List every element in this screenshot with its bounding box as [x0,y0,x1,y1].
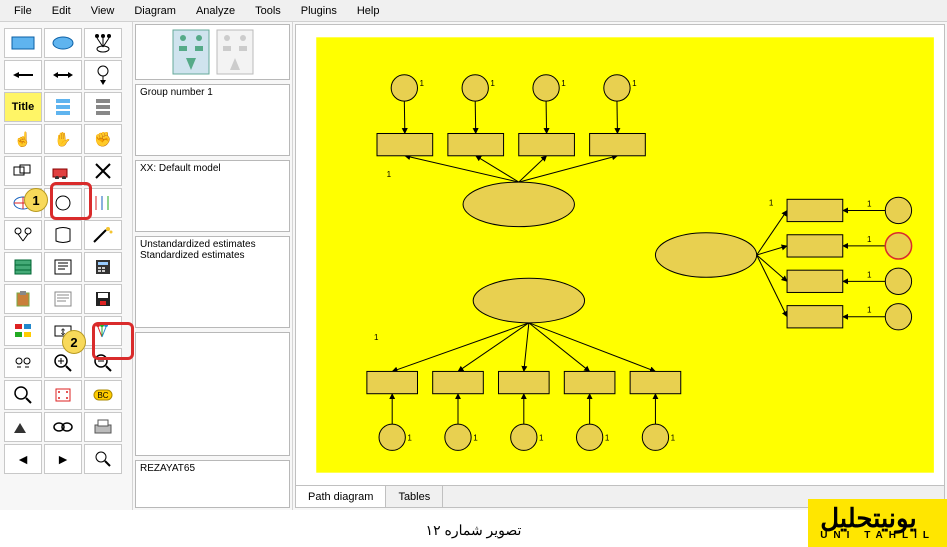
annotation-ring-2 [92,322,134,360]
tool-redo[interactable]: ► [44,444,82,474]
svg-text:1: 1 [539,433,544,442]
tool-select[interactable]: ☝ [4,124,42,154]
annotation-callout-1: 1 [24,188,48,212]
path-diagram: 1 1 1 1 1 1 1 1 1 1 1 1 1 1 1 1 [296,25,944,485]
menu-edit[interactable]: Edit [42,2,81,20]
tool-latent-indicators[interactable] [84,28,122,58]
svg-text:1: 1 [605,433,610,442]
svg-text:1: 1 [769,198,774,207]
tool-move-param[interactable] [4,220,42,250]
model-item[interactable]: XX: Default model [140,163,285,174]
tool-list-dataset[interactable] [84,92,122,122]
tool-touch-up[interactable] [84,220,122,250]
tool-scroll[interactable] [44,220,82,250]
tool-text-output[interactable] [44,284,82,314]
tool-object-props[interactable] [4,316,42,346]
svg-text:1: 1 [387,170,392,179]
estimates-panel[interactable]: Unstandardized estimates Standardized es… [135,236,290,328]
svg-text:1: 1 [374,333,379,342]
empty-panel [135,332,290,456]
svg-text:1: 1 [867,235,872,244]
tool-erase[interactable] [84,156,122,186]
svg-text:1: 1 [632,79,637,88]
dataset-item[interactable]: REZAYAT65 [140,463,285,474]
svg-text:1: 1 [490,79,495,88]
menu-analyze[interactable]: Analyze [186,2,245,20]
watermark: یونیتحلیل UNI TAHLIL [808,499,947,547]
tool-duplicate[interactable] [4,156,42,186]
groups-panel[interactable]: Group number 1 [135,84,290,156]
estimate-std[interactable]: Standardized estimates [140,250,285,261]
side-panels: Group number 1 XX: Default model Unstand… [133,22,293,510]
tool-multigroup[interactable] [4,348,42,378]
menu-help[interactable]: Help [347,2,390,20]
tool-path-double[interactable] [44,60,82,90]
tool-deselect[interactable]: ✊ [84,124,122,154]
menu-file[interactable]: File [4,2,42,20]
menu-tools[interactable]: Tools [245,2,291,20]
tool-path-single[interactable] [4,60,42,90]
datasets-panel[interactable]: REZAYAT65 [135,460,290,508]
tool-error-term[interactable] [84,60,122,90]
svg-text:BC: BC [97,391,108,400]
canvas-area: 1 1 1 1 1 1 1 1 1 1 1 1 1 1 1 1 Path diagram Tables [295,24,945,508]
annotation-ring-1 [50,182,92,220]
tool-analysis-props[interactable] [44,252,82,282]
menu-bar: File Edit View Diagram Analyze Tools Plu… [0,0,947,22]
svg-text:1: 1 [867,199,872,208]
tab-tables[interactable]: Tables [386,486,443,507]
tool-undo[interactable]: ◄ [4,444,42,474]
tool-list-vars[interactable] [44,92,82,122]
tool-rectangle[interactable] [4,28,42,58]
tool-link[interactable] [44,412,82,442]
tool-search[interactable] [84,444,122,474]
tool-clipboard[interactable] [4,284,42,314]
menu-plugins[interactable]: Plugins [291,2,347,20]
tool-calculate[interactable] [84,252,122,282]
models-panel[interactable]: XX: Default model [135,160,290,232]
tool-ellipse[interactable] [44,28,82,58]
tool-select-all[interactable]: ✋ [44,124,82,154]
menu-diagram[interactable]: Diagram [124,2,186,20]
tool-loupe[interactable]: BC [84,380,122,410]
menu-view[interactable]: View [81,2,125,20]
tool-zoom[interactable] [4,380,42,410]
annotation-callout-2: 2 [62,330,86,354]
svg-text:1: 1 [473,433,478,442]
model-thumbnail[interactable] [135,24,290,80]
tab-path-diagram[interactable]: Path diagram [296,486,386,507]
svg-text:1: 1 [420,79,425,88]
toolbox: Title ☝ ✋ ✊ ⇕ [0,22,133,510]
diagram-canvas[interactable]: 1 1 1 1 1 1 1 1 1 1 1 1 1 1 1 1 [296,25,944,485]
svg-text:1: 1 [867,306,872,315]
tool-save[interactable] [84,284,122,314]
estimate-unstd[interactable]: Unstandardized estimates [140,239,285,250]
svg-text:1: 1 [671,433,676,442]
group-item[interactable]: Group number 1 [140,87,285,98]
tool-bayesian[interactable] [4,412,42,442]
svg-text:1: 1 [867,270,872,279]
svg-text:1: 1 [407,433,412,442]
tool-print[interactable] [84,412,122,442]
svg-text:1: 1 [561,79,566,88]
tool-title[interactable]: Title [4,92,42,122]
tool-data-files[interactable] [4,252,42,282]
figure-caption: تصویر شماره ۱۲ [0,522,947,539]
tool-fit-page[interactable] [44,380,82,410]
workspace: Title ☝ ✋ ✊ ⇕ [0,22,947,510]
